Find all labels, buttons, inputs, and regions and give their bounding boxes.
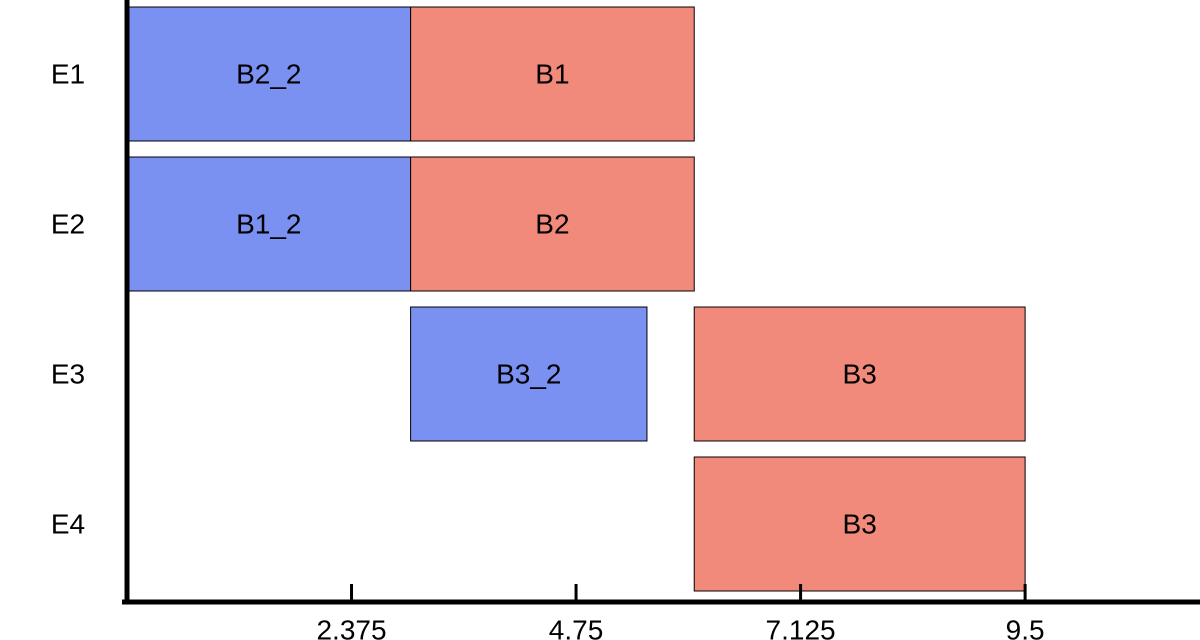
bar-e2-b1-2: B1_2 xyxy=(126,156,412,292)
bar-label: B2 xyxy=(535,209,569,240)
bars-layer: B2_2 B1 B1_2 B2 B3_2 B3 B3 xyxy=(126,6,1026,592)
bar-label: B3 xyxy=(843,509,877,540)
row-label-e3: E3 xyxy=(51,359,85,390)
bar-rect xyxy=(410,156,695,292)
bar-label: B3_2 xyxy=(496,359,561,390)
bar-label: B2_2 xyxy=(236,59,301,90)
x-tick-label: 9.5 xyxy=(1006,615,1045,640)
row-labels-layer: E1 E2 E3 E4 xyxy=(51,59,85,540)
bar-rect xyxy=(693,456,1026,592)
x-tick-label: 4.75 xyxy=(549,615,604,640)
bar-label: B3 xyxy=(843,359,877,390)
bar-rect xyxy=(693,306,1026,442)
bar-rect xyxy=(410,6,695,142)
row-label-e4: E4 xyxy=(51,509,85,540)
bar-label: B1 xyxy=(535,59,569,90)
bar-e2-b2: B2 xyxy=(410,156,695,292)
bar-e4-b3: B3 xyxy=(693,456,1026,592)
bar-e3-b3: B3 xyxy=(693,306,1026,442)
x-tick-label: 2.375 xyxy=(316,615,386,640)
axes-layer: 2.375 4.75 7.125 9.5 xyxy=(122,0,1200,640)
x-tick-label: 7.125 xyxy=(766,615,836,640)
bar-e1-b2-2: B2_2 xyxy=(126,6,412,142)
bar-rect xyxy=(410,306,648,442)
bar-rect xyxy=(126,156,412,292)
bar-e3-b3-2: B3_2 xyxy=(410,306,648,442)
bar-e1-b1: B1 xyxy=(410,6,695,142)
row-label-e1: E1 xyxy=(51,59,85,90)
bar-label: B1_2 xyxy=(236,209,301,240)
row-label-e2: E2 xyxy=(51,209,85,240)
bar-rect xyxy=(126,6,412,142)
